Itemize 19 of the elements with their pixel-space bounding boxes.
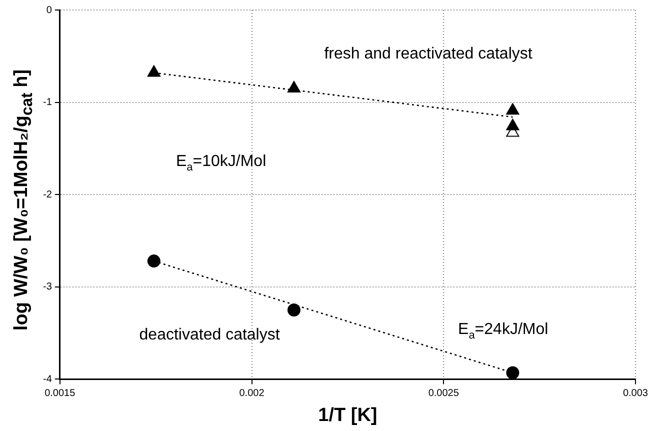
annotation: deactivated catalyst	[139, 326, 280, 344]
y-tick-label: 0	[46, 4, 52, 16]
point	[506, 366, 520, 380]
point	[506, 103, 520, 115]
y-tick-label: -3	[42, 282, 52, 293]
x-tick-label: 0.002	[239, 388, 265, 399]
y-tick-label: -2	[42, 189, 52, 200]
point	[287, 80, 301, 92]
annotation: fresh and reactivated catalyst	[324, 46, 533, 63]
point	[287, 303, 300, 316]
point	[147, 65, 160, 77]
point	[506, 118, 520, 130]
x-tick-label: 0.003	[622, 388, 648, 399]
point	[147, 254, 160, 268]
y-tick-label: -4	[42, 374, 52, 385]
x-tick-label: 0.0025	[428, 388, 460, 399]
x-tick-label: 0.0015	[44, 388, 76, 399]
y-tick-label: -1	[42, 97, 52, 108]
x-axis-title: 1/T [K]	[318, 404, 378, 426]
